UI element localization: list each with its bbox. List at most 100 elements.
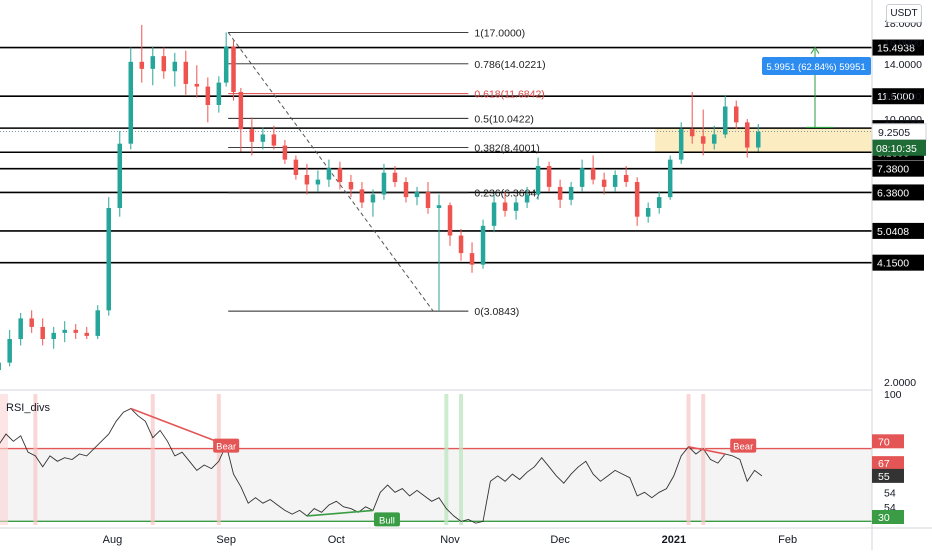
rsi-bull-band xyxy=(444,394,449,525)
candle-body xyxy=(348,182,354,190)
rsi-level-label: 67 xyxy=(878,458,890,470)
candle-body xyxy=(73,329,78,333)
candles-layer xyxy=(0,24,761,371)
candle-body xyxy=(656,197,662,209)
rsi-level-tag xyxy=(872,468,904,483)
candle-body xyxy=(425,191,431,209)
candle-body xyxy=(689,129,695,137)
candle-body xyxy=(117,143,123,209)
candle-body xyxy=(634,182,640,217)
candle-body xyxy=(513,202,519,211)
rsi-level-tag xyxy=(872,510,904,524)
candle-body xyxy=(711,134,717,144)
candle-body xyxy=(612,174,618,187)
price-tick-label: 14.0000 xyxy=(884,59,922,71)
candle-body xyxy=(568,186,574,200)
rsi-tick-label: 100 xyxy=(884,389,902,401)
rsi-signal-label: Bull xyxy=(379,515,395,526)
candle-body xyxy=(62,329,67,333)
time-tick-label: Dec xyxy=(550,534,570,546)
candle-body xyxy=(678,129,684,160)
rsi-edge-band xyxy=(0,394,8,525)
candle-body xyxy=(40,326,45,340)
level-price-tag xyxy=(872,184,924,201)
level-price-label: 15.4938 xyxy=(877,43,915,55)
candle-body xyxy=(590,168,596,180)
candle-body xyxy=(304,174,310,185)
rsi-bear-band xyxy=(33,394,38,525)
candle-body xyxy=(216,82,222,105)
time-tick-label: Sep xyxy=(216,534,236,546)
rsi-line-layer xyxy=(0,408,763,524)
bear-divergence-line xyxy=(688,445,726,455)
candle-body xyxy=(381,172,387,195)
candle-body xyxy=(183,61,189,84)
measure-layer: 5.9951 (62.84%) 59951 xyxy=(762,46,871,129)
candle-body xyxy=(271,134,277,146)
candle-body xyxy=(29,318,34,327)
rsi-tick-label: 54 xyxy=(884,487,896,499)
time-tick-label: Oct xyxy=(328,534,345,546)
level-price-label: 4.1500 xyxy=(877,258,909,270)
candle-body xyxy=(282,145,288,160)
rsi-signal-badge xyxy=(213,438,240,453)
level-price-tag xyxy=(872,39,924,56)
currency-badge[interactable]: USDT xyxy=(886,4,922,23)
level-price-tag xyxy=(872,254,924,271)
candle-body xyxy=(84,332,89,336)
candle-body xyxy=(293,159,299,175)
rsi-signal-badge xyxy=(373,512,400,527)
countdown-tag xyxy=(872,139,926,156)
time-tick-label: Feb xyxy=(778,534,797,546)
candle-body xyxy=(579,168,585,187)
fib-level-label: 0.382(8.4001) xyxy=(474,143,539,155)
candle-body xyxy=(480,225,486,265)
candle-body xyxy=(337,168,343,183)
candle-body xyxy=(0,362,1,371)
candle-body xyxy=(700,136,706,144)
level-price-tag xyxy=(872,88,924,105)
rsi-band-fill xyxy=(0,448,872,522)
candle-body xyxy=(458,235,464,254)
level-price-label: 7.3800 xyxy=(877,164,909,176)
candle-body xyxy=(238,92,244,130)
fib-level-label: 0(3.0843) xyxy=(474,306,519,318)
fib-trend-line xyxy=(227,32,434,312)
candle-body xyxy=(623,174,629,183)
candle-body xyxy=(524,194,530,203)
candle-body xyxy=(502,202,508,211)
candle-body xyxy=(601,179,607,187)
rsi-bull-band xyxy=(459,394,464,525)
rsi-bear-band xyxy=(216,394,221,525)
bull-divergence-line xyxy=(306,509,374,517)
candle-body xyxy=(315,179,321,185)
candle-body xyxy=(370,194,376,203)
candle-body xyxy=(744,122,750,148)
time-tick-label: Nov xyxy=(440,534,460,546)
rsi-signals-layer: Bear Bull Bear RSI_divs xyxy=(6,402,757,527)
candle-body xyxy=(95,310,100,336)
fib-level-label: 0.786(14.0221) xyxy=(474,59,545,71)
rsi-title: RSI_divs xyxy=(6,402,51,414)
candle-body xyxy=(491,202,497,226)
candle-body xyxy=(128,61,134,144)
candle-body xyxy=(436,205,442,209)
candle-body xyxy=(172,61,178,72)
fib-level-label: 1(17.0000) xyxy=(474,27,525,39)
candle-body xyxy=(231,46,236,93)
candle-body xyxy=(667,159,673,198)
measure-label: 5.9951 (62.84%) 59951 xyxy=(766,62,865,73)
candle-body xyxy=(260,134,266,142)
candle-body xyxy=(645,208,651,217)
candle-body xyxy=(205,86,211,105)
bear-divergence-line xyxy=(130,407,227,446)
candle-body xyxy=(326,168,332,180)
rsi-bear-band xyxy=(686,394,691,525)
price-tick-label: 16.0000 xyxy=(884,37,922,49)
candle-body xyxy=(51,332,56,340)
time-tick-label: 2021 xyxy=(662,534,686,546)
candle-body xyxy=(557,186,563,200)
rsi-background-layer xyxy=(0,447,872,523)
rsi-tick-label: 54 xyxy=(884,502,896,514)
